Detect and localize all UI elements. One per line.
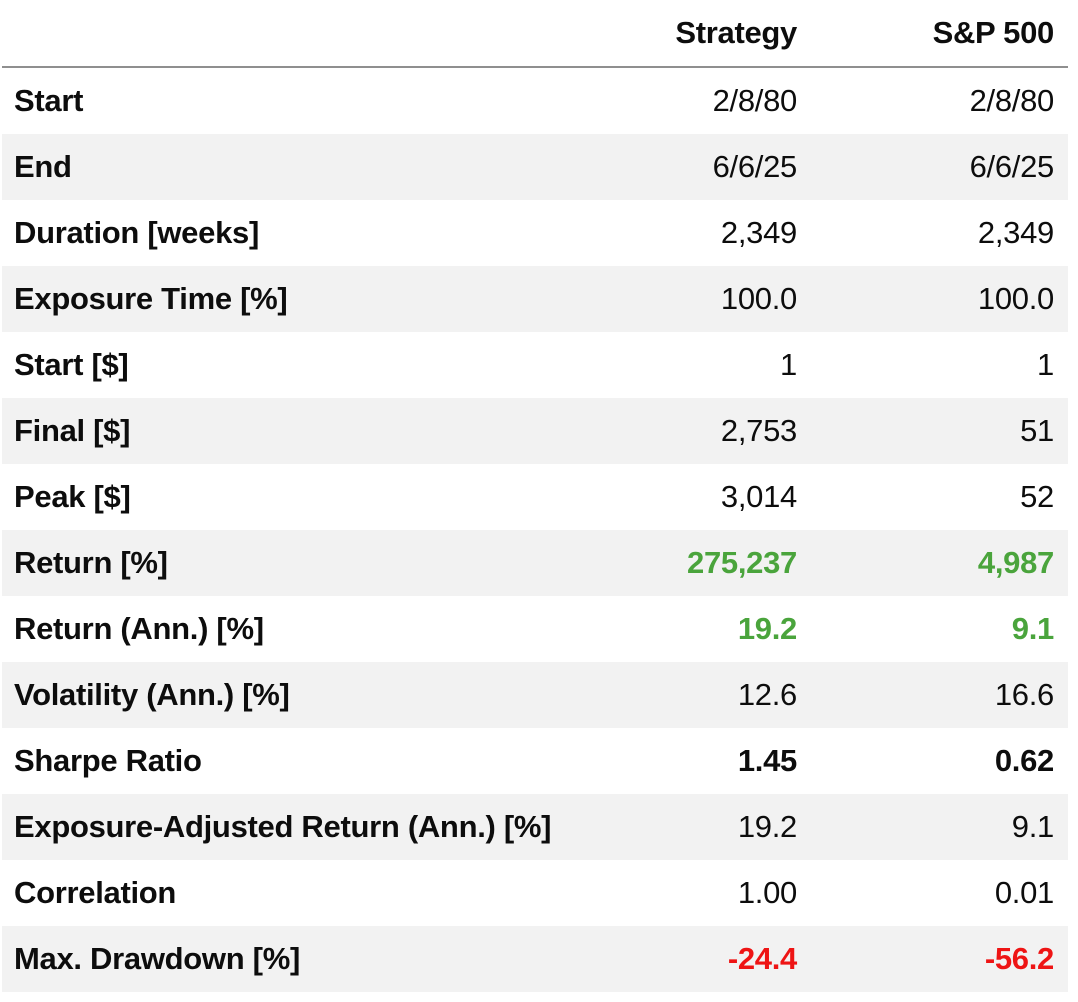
sp500-column-header: S&P 500: [797, 0, 1068, 68]
strategy-value: 12.6: [737, 677, 797, 712]
table-row: Exposure Time [%] 100.0 100.0: [2, 266, 1068, 332]
strategy-value: 2/8/80: [712, 83, 798, 118]
sp500-value: 1: [1037, 347, 1054, 382]
metric-label: Max. Drawdown [%]: [14, 941, 300, 976]
strategy-value: 2,753: [720, 413, 797, 448]
sp500-value: 0.62: [994, 743, 1054, 778]
metric-label: Correlation: [14, 875, 177, 910]
table-row: Volatility (Ann.) [%] 12.6 16.6: [2, 662, 1068, 728]
table-row: Final [$] 2,753 51: [2, 398, 1068, 464]
strategy-column-header: Strategy: [584, 0, 797, 68]
sp500-value: 4,987: [977, 545, 1054, 580]
sp500-value: 2/8/80: [969, 83, 1055, 118]
table-body: Start 2/8/80 2/8/80 End 6/6/25 6/6/25 Duration…: [2, 67, 1068, 992]
sp500-value: 100.0: [977, 281, 1054, 316]
metric-label: End: [14, 149, 72, 184]
strategy-value: 19.2: [737, 611, 797, 646]
sp500-value: 52: [1020, 479, 1054, 514]
strategy-value: 1.45: [737, 743, 797, 778]
sp500-value: 51: [1020, 413, 1054, 448]
metric-label: Volatility (Ann.) [%]: [14, 677, 290, 712]
sp500-value: 2,349: [977, 215, 1054, 250]
table-row: Exposure-Adjusted Return (Ann.) [%] 19.2 9…: [2, 794, 1068, 860]
strategy-value: 275,237: [687, 545, 797, 580]
sp500-value: 0.01: [994, 875, 1054, 910]
metric-label: Start: [14, 83, 84, 118]
strategy-value: -24.4: [727, 941, 797, 976]
table-row: Return [%] 275,237 4,987: [2, 530, 1068, 596]
strategy-value: 1: [780, 347, 797, 382]
table-row: Duration [weeks] 2,349 2,349: [2, 200, 1068, 266]
strategy-value: 19.2: [737, 809, 797, 844]
sp500-value: 9.1: [1011, 611, 1055, 646]
metric-label: Start [$]: [14, 347, 129, 382]
strategy-value: 100.0: [720, 281, 797, 316]
sp500-value: 16.6: [994, 677, 1054, 712]
table-row: Correlation 1.00 0.01: [2, 860, 1068, 926]
metric-label: Exposure Time [%]: [14, 281, 288, 316]
table-row: End 6/6/25 6/6/25: [2, 134, 1068, 200]
metric-label: Peak [$]: [14, 479, 131, 514]
metric-label: Return [%]: [14, 545, 168, 580]
metric-label: Return (Ann.) [%]: [14, 611, 264, 646]
table-row: Peak [$] 3,014 52: [2, 464, 1068, 530]
metric-label: Sharpe Ratio: [14, 743, 202, 778]
metric-column-header: [2, 0, 584, 68]
strategy-value: 3,014: [720, 479, 797, 514]
table-row: Start [$] 1 1: [2, 332, 1068, 398]
metric-label: Final [$]: [14, 413, 131, 448]
table-row: Start 2/8/80 2/8/80: [2, 67, 1068, 134]
sp500-value: 6/6/25: [969, 149, 1055, 184]
table-row: Return (Ann.) [%] 19.2 9.1: [2, 596, 1068, 662]
header-row: Strategy S&P 500: [2, 0, 1068, 68]
sp500-value: -56.2: [984, 941, 1054, 976]
table-row: Max. Drawdown [%] -24.4 -56.2: [2, 926, 1068, 992]
metric-label: Exposure-Adjusted Return (Ann.) [%]: [14, 809, 552, 844]
table-header: Strategy S&P 500: [2, 0, 1068, 68]
strategy-value: 1.00: [737, 875, 797, 910]
sp500-value: 9.1: [1011, 809, 1055, 844]
metric-label: Duration [weeks]: [14, 215, 259, 250]
table-row: Sharpe Ratio 1.45 0.62: [2, 728, 1068, 794]
backtest-stats-table: Strategy S&P 500 Start 2/8/80 2/8/80 End 6/6…: [2, 0, 1068, 992]
strategy-value: 6/6/25: [712, 149, 798, 184]
strategy-value: 2,349: [720, 215, 797, 250]
